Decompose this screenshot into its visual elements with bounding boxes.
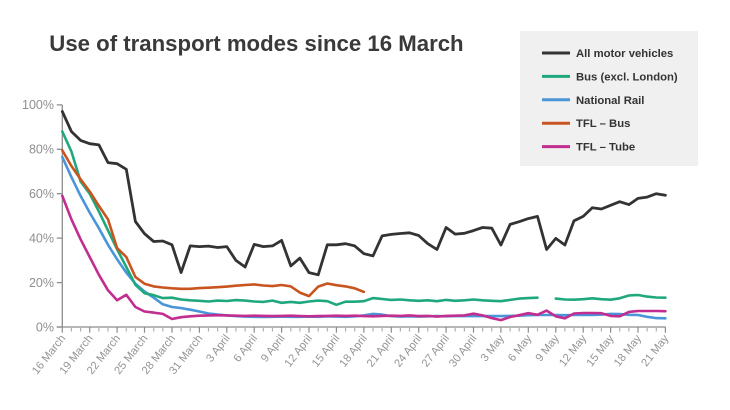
svg-text:60%: 60%: [29, 187, 54, 201]
svg-text:100%: 100%: [22, 98, 54, 112]
svg-text:National Rail: National Rail: [576, 95, 644, 107]
svg-text:20%: 20%: [29, 276, 54, 290]
svg-text:All motor vehicles: All motor vehicles: [576, 48, 673, 60]
svg-text:80%: 80%: [29, 143, 54, 157]
svg-text:40%: 40%: [29, 231, 54, 245]
svg-text:Bus (excl. London): Bus (excl. London): [576, 71, 678, 83]
svg-text:TFL – Tube: TFL – Tube: [576, 142, 635, 154]
svg-text:Use of transport modes since 1: Use of transport modes since 16 March: [49, 31, 463, 56]
svg-text:TFL – Bus: TFL – Bus: [576, 118, 630, 130]
svg-text:0%: 0%: [36, 320, 54, 334]
